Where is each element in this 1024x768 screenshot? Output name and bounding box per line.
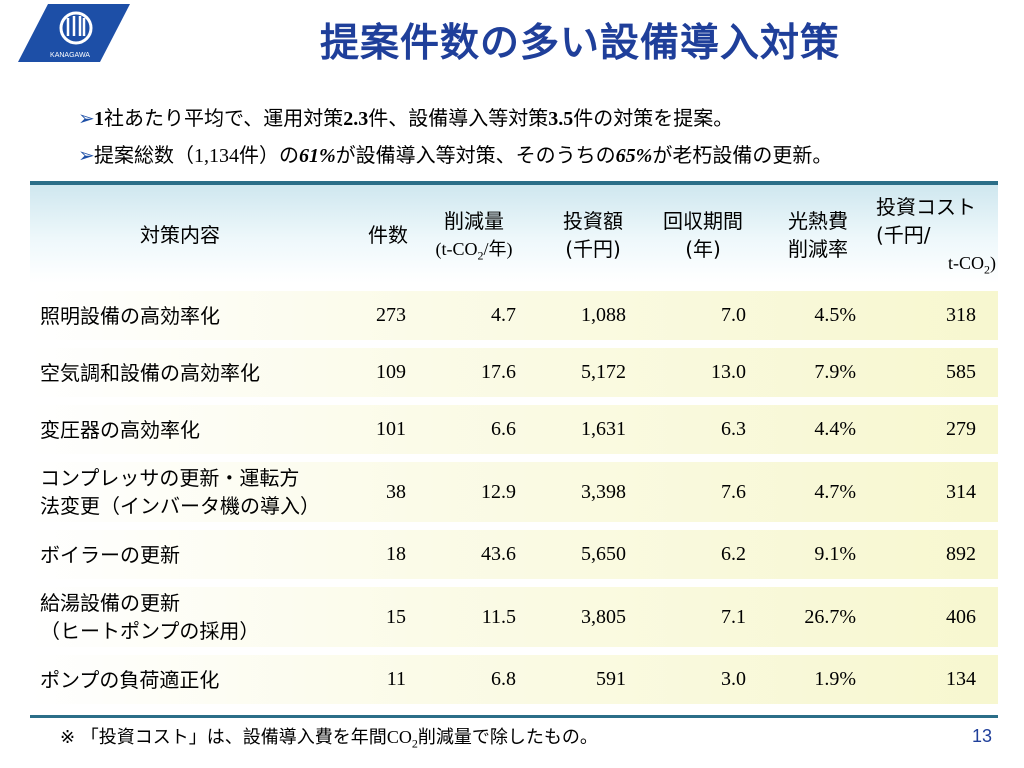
cell-savings-rate: 7.9% [814, 361, 856, 383]
header-investment: 投資額 (千円) [563, 209, 623, 261]
cell-investment-cost: 585 [946, 361, 976, 383]
cell-investment-cost: 134 [946, 668, 976, 690]
table-row: 空気調和設備の高効率化 109 17.6 5,172 13.0 7.9% 585 [30, 348, 998, 397]
measure-name: ポンプの負荷適正化 [40, 667, 220, 692]
cell-payback: 7.6 [721, 480, 746, 503]
footnote: ※ 「投資コスト」は、設備導入費を年間CO2削減量で除したもの。 [60, 727, 598, 751]
cell-investment-cost: 318 [946, 304, 976, 326]
cell-reduction: 11.5 [481, 605, 516, 628]
table-header: 対策内容 件数 削減量 (t-CO2/年) 投資額 (千円) 回収期間 (年) … [30, 185, 998, 283]
header-reduction: 削減量 (t-CO2/年) [435, 209, 513, 263]
measure-name: 空気調和設備の高効率化 [40, 360, 260, 385]
arrow-bullet-icon: ➢ [78, 106, 95, 130]
cell-investment: 3,805 [581, 605, 626, 628]
measure-name: コンプレッサの更新・運転方 法変更（インバータ機の導入） [40, 466, 320, 518]
cell-count: 18 [386, 543, 406, 565]
cell-investment: 5,172 [581, 361, 626, 383]
cell-investment: 1,088 [581, 304, 626, 326]
cell-savings-rate: 4.4% [814, 418, 856, 440]
table-row: ポンプの負荷適正化 11 6.8 591 3.0 1.9% 134 [30, 655, 998, 704]
cell-payback: 6.3 [721, 418, 746, 440]
measure-name: 変圧器の高効率化 [40, 417, 200, 442]
cell-savings-rate: 9.1% [814, 543, 856, 565]
page-number: 13 [971, 726, 992, 746]
measure-name: 照明設備の高効率化 [40, 303, 220, 328]
summary-bullets: ➢1社あたり平均で、運用対策2.3件、設備導入等対策3.5件の対策を提案。 ➢提… [78, 100, 832, 174]
cell-payback: 6.2 [721, 543, 746, 565]
cell-investment: 1,631 [581, 418, 626, 440]
cell-investment-cost: 314 [946, 480, 976, 503]
measure-name: 給湯設備の更新 （ヒートポンプの採用） [40, 591, 260, 643]
cell-savings-rate: 26.7% [804, 605, 856, 628]
cell-count: 101 [376, 418, 406, 440]
cell-investment: 591 [596, 668, 626, 690]
cell-count: 11 [386, 668, 406, 690]
cell-reduction: 17.6 [481, 361, 516, 383]
bullet-1: ➢1社あたり平均で、運用対策2.3件、設備導入等対策3.5件の対策を提案。 [78, 100, 832, 137]
measure-name: ボイラーの更新 [40, 542, 180, 567]
cell-payback: 13.0 [711, 361, 746, 383]
table-row: コンプレッサの更新・運転方 法変更（インバータ機の導入） 38 12.9 3,39… [30, 462, 998, 522]
header-measure: 対策内容 [140, 223, 220, 247]
cell-savings-rate: 4.5% [814, 304, 856, 326]
cell-count: 38 [386, 480, 406, 503]
cell-reduction: 6.6 [491, 418, 516, 440]
cell-reduction: 4.7 [491, 304, 516, 326]
cell-investment: 5,650 [581, 543, 626, 565]
cell-reduction: 6.8 [491, 668, 516, 690]
cell-reduction: 12.9 [481, 480, 516, 503]
header-investment-cost: 投資コスト (千円/ t-CO2) [876, 195, 996, 277]
cell-count: 109 [376, 361, 406, 383]
page-title: 提案件数の多い設備導入対策 [319, 21, 840, 66]
table-row: 給湯設備の更新 （ヒートポンプの採用） 15 11.5 3,805 7.1 26.… [30, 587, 998, 647]
kanagawa-logo: KANAGAWA [18, 4, 130, 62]
arrow-bullet-icon: ➢ [78, 143, 95, 167]
header-payback: 回収期間 (年) [663, 209, 743, 261]
table-bottom-rule [30, 715, 998, 718]
cell-payback: 7.1 [721, 605, 746, 628]
cell-investment-cost: 892 [946, 543, 976, 565]
header-count: 件数 [368, 223, 408, 247]
bullet-2: ➢提案総数（1,134件）の61%が設備導入等対策、そのうちの65%が老朽設備の… [78, 137, 832, 174]
table-row: 照明設備の高効率化 273 4.7 1,088 7.0 4.5% 318 [30, 291, 998, 340]
header-savings-rate: 光熱費 削減率 [788, 209, 848, 261]
cell-investment-cost: 406 [946, 605, 976, 628]
cell-payback: 3.0 [721, 668, 746, 690]
cell-investment: 3,398 [581, 480, 626, 503]
cell-count: 15 [386, 605, 406, 628]
svg-text:KANAGAWA: KANAGAWA [50, 52, 90, 59]
cell-reduction: 43.6 [481, 543, 516, 565]
cell-investment-cost: 279 [946, 418, 976, 440]
measures-table: 対策内容 件数 削減量 (t-CO2/年) 投資額 (千円) 回収期間 (年) … [30, 181, 998, 704]
table-row: ボイラーの更新 18 43.6 5,650 6.2 9.1% 892 [30, 530, 998, 579]
table-row: 変圧器の高効率化 101 6.6 1,631 6.3 4.4% 279 [30, 405, 998, 454]
cell-payback: 7.0 [721, 304, 746, 326]
cell-count: 273 [376, 304, 406, 326]
cell-savings-rate: 1.9% [814, 668, 856, 690]
cell-savings-rate: 4.7% [814, 480, 856, 503]
